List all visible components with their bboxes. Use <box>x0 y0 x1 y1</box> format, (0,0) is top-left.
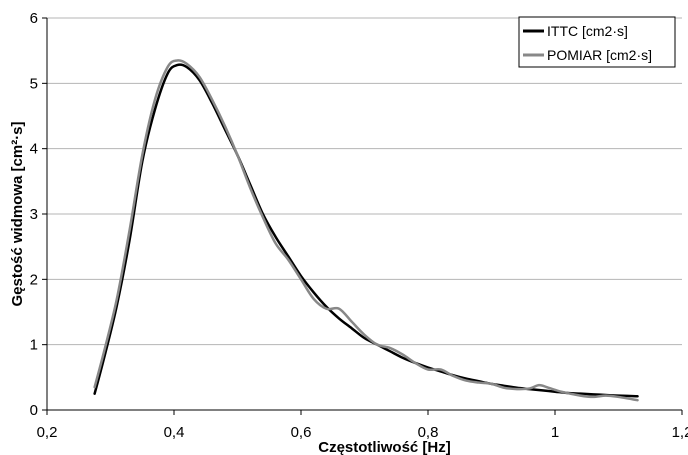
y-tick-label-5: 5 <box>30 75 38 92</box>
series-line-pomiar <box>93 59 639 402</box>
x-tick-label-1: 0,4 <box>164 424 185 441</box>
legend: ITTC [cm2·s] POMIAR [cm2·s] <box>518 16 676 68</box>
legend-label-ittc: ITTC [cm2·s] <box>547 23 628 39</box>
y-tick-label-1: 1 <box>30 337 38 354</box>
legend-box <box>518 16 676 68</box>
x-tick-label-2: 0,6 <box>291 424 312 441</box>
x-tick-label-5: 1,2 <box>672 424 688 441</box>
y-tick-label-6: 6 <box>30 10 38 27</box>
legend-label-pomiar: POMIAR [cm2·s] <box>547 47 652 63</box>
series-line-ittc <box>93 63 639 398</box>
axes <box>42 17 683 415</box>
x-axis-title: Częstotliwość [Hz] <box>318 439 451 455</box>
series-lines <box>93 59 639 402</box>
tick-labels: 0 1 2 3 4 5 6 0,2 0,4 0,6 0,8 1 1,2 <box>30 10 688 441</box>
x-tick-label-4: 1 <box>551 424 559 441</box>
x-tick-label-0: 0,2 <box>37 424 58 441</box>
y-tick-label-0: 0 <box>30 402 38 419</box>
y-tick-label-4: 4 <box>30 141 38 158</box>
y-tick-label-2: 2 <box>30 271 38 288</box>
y-tick-label-3: 3 <box>30 206 38 223</box>
grid-lines <box>47 17 682 346</box>
x-tick-label-3: 0,8 <box>418 424 439 441</box>
y-axis-title: Gęstość widmowa [cm²·s] <box>9 121 26 306</box>
